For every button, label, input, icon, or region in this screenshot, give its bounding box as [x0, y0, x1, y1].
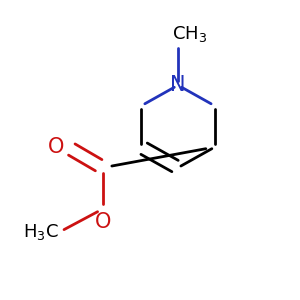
- Text: O: O: [95, 212, 111, 232]
- Text: H$_3$C: H$_3$C: [23, 222, 59, 242]
- Text: CH$_3$: CH$_3$: [172, 24, 207, 44]
- Text: N: N: [170, 75, 186, 95]
- Text: O: O: [48, 137, 64, 157]
